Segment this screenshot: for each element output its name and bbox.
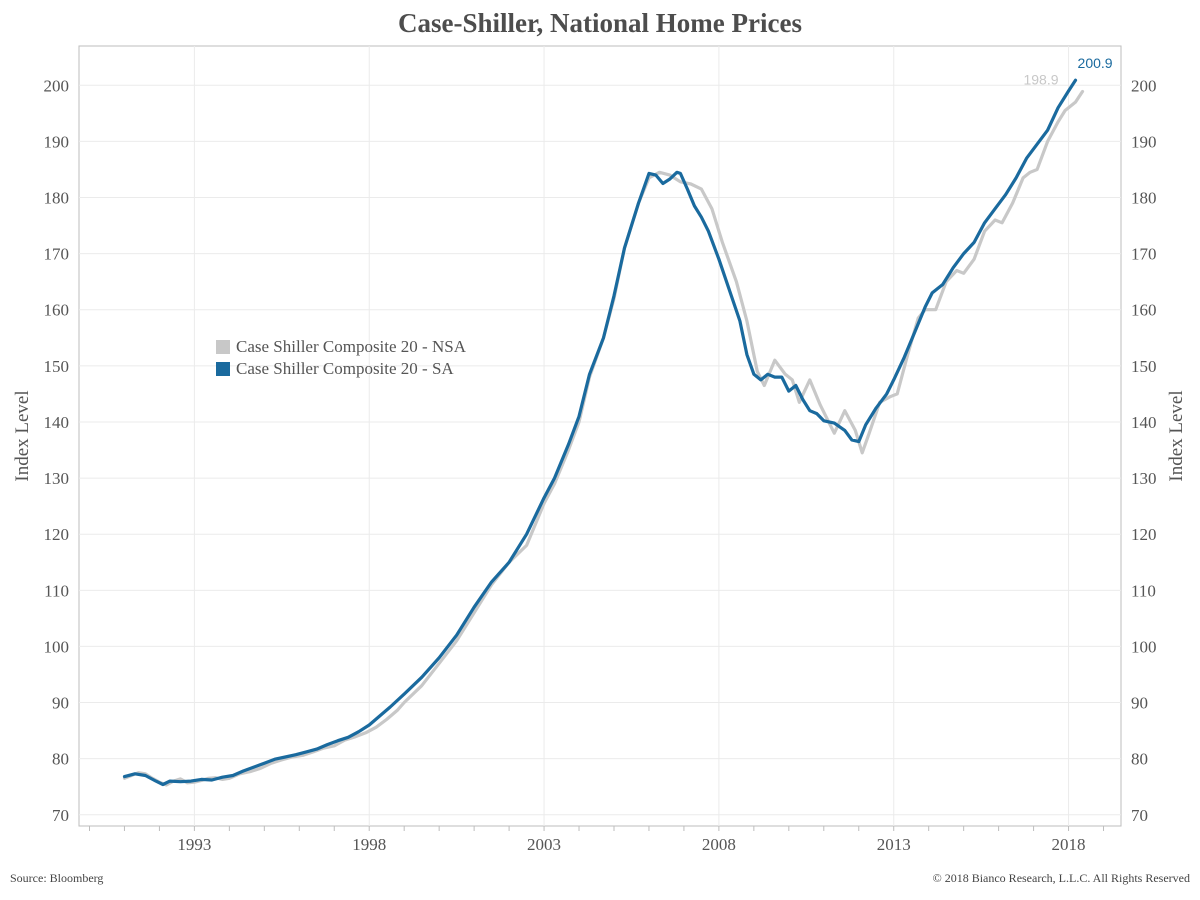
y-tick-label-left: 130 <box>44 469 70 488</box>
x-tick-label: 2013 <box>877 835 911 854</box>
y-tick-label-left: 70 <box>52 806 69 825</box>
y-axis-title-right: Index Level <box>1166 390 1187 481</box>
legend-label-sa: Case Shiller Composite 20 - SA <box>236 359 454 378</box>
y-tick-label-left: 160 <box>44 301 70 320</box>
legend-item-sa[interactable]: Case Shiller Composite 20 - SA <box>216 358 466 380</box>
y-tick-label-right: 80 <box>1131 750 1148 769</box>
y-axis-title-left: Index Level <box>12 390 33 481</box>
legend-label-nsa: Case Shiller Composite 20 - NSA <box>236 337 466 356</box>
x-tick-label: 2008 <box>702 835 736 854</box>
y-tick-label-right: 170 <box>1131 245 1157 264</box>
y-tick-label-right: 180 <box>1131 189 1157 208</box>
y-tick-label-left: 120 <box>44 525 70 544</box>
source-note: Source: Bloomberg <box>10 871 104 885</box>
y-tick-label-left: 140 <box>44 413 70 432</box>
y-tick-label-right: 150 <box>1131 357 1157 376</box>
y-tick-label-left: 150 <box>44 357 70 376</box>
y-tick-label-right: 140 <box>1131 413 1157 432</box>
legend-item-nsa[interactable]: Case Shiller Composite 20 - NSA <box>216 336 466 358</box>
y-tick-label-left: 170 <box>44 245 70 264</box>
y-tick-label-right: 100 <box>1131 637 1157 656</box>
y-tick-label-right: 200 <box>1131 76 1157 95</box>
legend-swatch-sa <box>216 362 230 376</box>
y-tick-label-left: 200 <box>44 76 70 95</box>
y-tick-label-right: 70 <box>1131 806 1148 825</box>
y-tick-label-right: 160 <box>1131 301 1157 320</box>
legend: Case Shiller Composite 20 - NSA Case Shi… <box>216 336 466 380</box>
end-label-sa: 200.9 <box>1078 55 1113 71</box>
y-tick-label-right: 190 <box>1131 132 1157 151</box>
y-tick-label-right: 130 <box>1131 469 1157 488</box>
y-tick-label-left: 90 <box>52 694 69 713</box>
legend-swatch-nsa <box>216 340 230 354</box>
x-tick-label: 2018 <box>1052 835 1086 854</box>
series-line-sa <box>122 78 1078 787</box>
y-tick-label-left: 100 <box>44 637 70 656</box>
series-line-nsa <box>122 89 1085 787</box>
chart-title: Case-Shiller, National Home Prices <box>398 8 802 38</box>
plot-area <box>78 45 1122 827</box>
x-tick-label: 1993 <box>177 835 211 854</box>
x-tick-label: 1998 <box>352 835 386 854</box>
y-tick-label-right: 120 <box>1131 525 1157 544</box>
end-label-nsa: 198.9 <box>1023 71 1058 87</box>
copyright-note: © 2018 Bianco Research, L.L.C. All Right… <box>932 871 1190 885</box>
y-tick-label-right: 110 <box>1131 581 1156 600</box>
y-tick-label-left: 180 <box>44 189 70 208</box>
x-tick-label: 2003 <box>527 835 561 854</box>
y-tick-label-left: 80 <box>52 750 69 769</box>
y-tick-label-right: 90 <box>1131 694 1148 713</box>
y-tick-label-left: 110 <box>44 581 69 600</box>
y-tick-label-left: 190 <box>44 132 70 151</box>
